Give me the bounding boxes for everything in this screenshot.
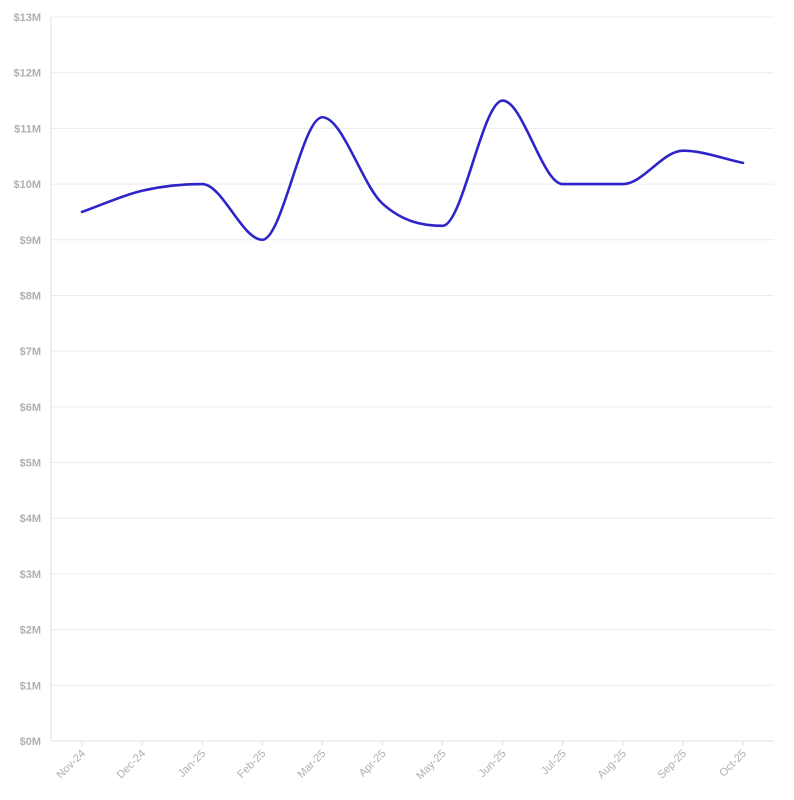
y-tick-label: $11M (14, 123, 41, 135)
x-tick-label: May-25 (414, 748, 448, 782)
x-tick-label: Oct-25 (717, 748, 749, 780)
y-tick-label: $7M (20, 346, 41, 358)
x-tick-labels: Nov-24 Dec-24 Jan-25 Feb-25 Mar-25 Apr-25 May-… (55, 741, 749, 782)
x-tick-label: Aug-25 (595, 748, 629, 782)
x-tick-label: Jun-25 (476, 748, 508, 780)
x-tick-label: Nov-24 (55, 748, 89, 782)
y-tick-label: $6M (20, 402, 41, 414)
y-tick-label: $4M (20, 513, 41, 525)
x-tick-label: Apr-25 (357, 748, 389, 780)
x-tick-label: Dec-24 (115, 748, 149, 782)
y-tick-label: $8M (20, 290, 41, 302)
x-tick-label: Mar-25 (295, 748, 328, 781)
y-tick-label: $3M (20, 569, 41, 581)
y-tick-label: $1M (20, 680, 41, 692)
y-tick-labels: $0M $1M $2M $3M $4M $5M $6M $7M $8M $9M $10M $11M $1… (13, 12, 41, 748)
y-tick-label: $9M (20, 235, 41, 247)
gridlines (51, 16, 774, 686)
x-tick-label: Sep-25 (655, 748, 689, 782)
y-tick-label: $5M (20, 458, 41, 470)
x-tick-label: Jan-25 (176, 748, 208, 780)
y-tick-label: $12M (13, 68, 41, 80)
y-tick-label: $10M (13, 179, 41, 191)
y-tick-label: $2M (20, 625, 41, 637)
series-line-revenue (80, 99, 745, 242)
y-tick-label: $13M (13, 12, 41, 24)
x-tick-label: Jul-25 (539, 748, 569, 778)
x-tick-label: Feb-25 (235, 748, 268, 781)
y-tick-label: $0M (20, 736, 41, 748)
